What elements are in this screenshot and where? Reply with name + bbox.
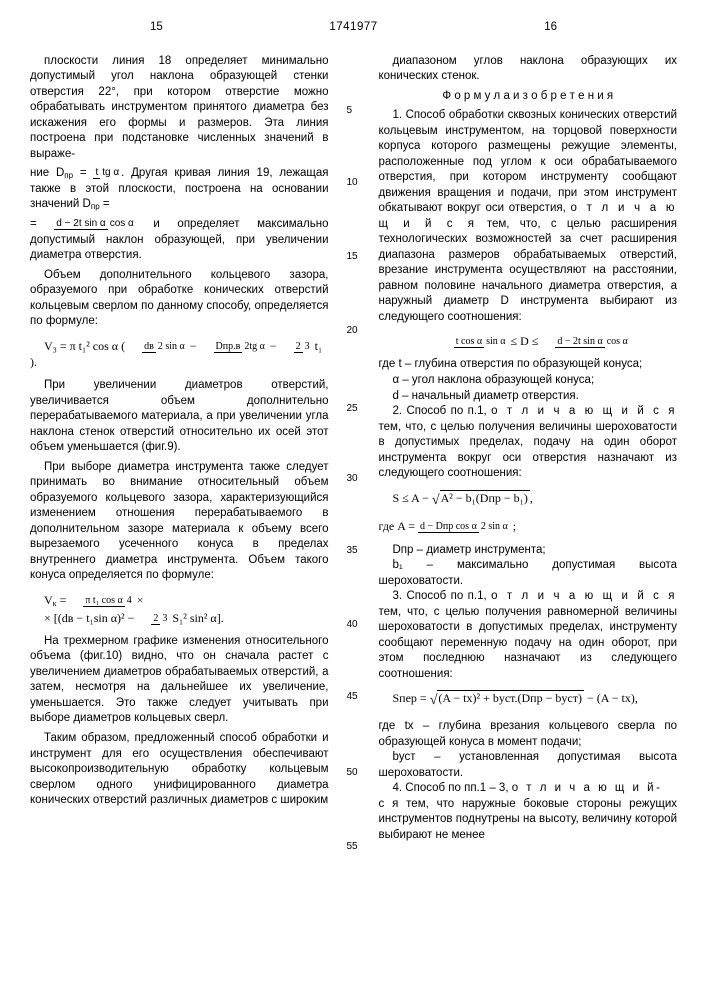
para: На трехмерном графике изменения относите… <box>30 634 329 727</box>
formula-D-range: t cos αsin α ≤ D ≤ d − 2t sin αcos α <box>379 333 678 349</box>
definitions: где t – глубина отверстия по образующей … <box>379 357 678 404</box>
para: Таким образом, предложенный способ обраб… <box>30 731 329 809</box>
para: плоскости линия 18 определяет минимально… <box>30 54 329 163</box>
claims-title: Ф о р м у л а и з о б р е т е н и я <box>379 89 678 105</box>
para: диапазоном углов наклона образующих их к… <box>379 54 678 85</box>
para: При увеличении диаметров отверстий, увел… <box>30 378 329 456</box>
fraction: d − 2t sin αcos α <box>54 219 136 230</box>
page-number-left: 15 <box>150 20 163 36</box>
definitions: Dпр – диаметр инструмента; b₁ – максимал… <box>379 543 678 590</box>
page-number-right: 16 <box>544 20 557 36</box>
header: 15 1741977 16 <box>30 20 677 36</box>
para: ние Dпр = ttg α. Другая кривая линия 19,… <box>30 166 329 213</box>
line-numbers: 5 10 15 20 25 30 35 40 45 50 55 <box>347 54 361 848</box>
claim: 1. Способ обработки сквозных конических … <box>379 108 678 325</box>
claim: 4. Способ по пп.1 – 3, о т л и ч а ю щ и… <box>379 781 678 843</box>
column-left: плоскости линия 18 определяет минимально… <box>30 54 329 848</box>
formula-Sper: Sпер = √(A − tх)² + bуст.(Dпр − bуст) − … <box>379 690 678 711</box>
formula-vk: Vк = π t₁ cos α4 × × [(dв − t₁sin α)² − … <box>30 592 329 626</box>
para: = d − 2t sin αcos α и определяет максима… <box>30 217 329 264</box>
formula-A: где A = d − Dпр cos α2 sin α ; <box>379 518 678 534</box>
claim: 3. Способ по п.1, о т л и ч а ю щ и й с … <box>379 589 678 682</box>
columns: плоскости линия 18 определяет минимально… <box>30 54 677 848</box>
formula-S: S ≤ A − √A² − b₁(Dпр − b₁), <box>379 490 678 511</box>
para: Объем дополнительного кольцевого зазора,… <box>30 268 329 330</box>
formula-v3: V₃ = π t₁² cos α ( dв2 sin α − Dпр.в2tg … <box>30 338 329 370</box>
patent-number: 1741977 <box>329 20 377 36</box>
definitions: где tх – глубина врезания кольцевого све… <box>379 719 678 781</box>
column-right: диапазоном углов наклона образующих их к… <box>379 54 678 848</box>
claim: 2. Способ по п.1, о т л и ч а ю щ и й с … <box>379 404 678 482</box>
fraction: ttg α <box>93 168 121 179</box>
para: При выборе диаметра инструмента также сл… <box>30 460 329 584</box>
